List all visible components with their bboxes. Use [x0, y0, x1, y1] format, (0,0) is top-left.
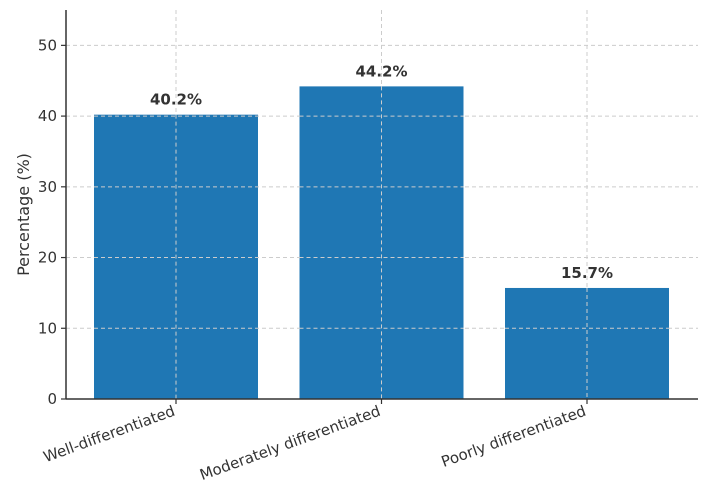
- x-tick-label: Poorly differentiated: [439, 402, 589, 471]
- y-tick-label: 0: [47, 390, 57, 408]
- y-tick-label: 30: [38, 178, 57, 196]
- y-tick-label: 10: [38, 319, 57, 337]
- y-tick-label: 50: [38, 36, 57, 54]
- data-labels: 40.2% 44.2% 15.7%: [150, 62, 613, 282]
- x-tick-label: Moderately differentiated: [197, 402, 383, 484]
- y-axis-title: Percentage (%): [14, 153, 33, 276]
- bar-value-label: 40.2%: [150, 91, 202, 109]
- y-tick-label: 20: [38, 249, 57, 267]
- x-tick-label: Well-differentiated: [41, 402, 177, 466]
- y-tick-label: 40: [38, 107, 57, 125]
- bar-value-label: 44.2%: [355, 62, 407, 80]
- bar-value-label: 15.7%: [561, 264, 613, 282]
- bars: [94, 86, 669, 400]
